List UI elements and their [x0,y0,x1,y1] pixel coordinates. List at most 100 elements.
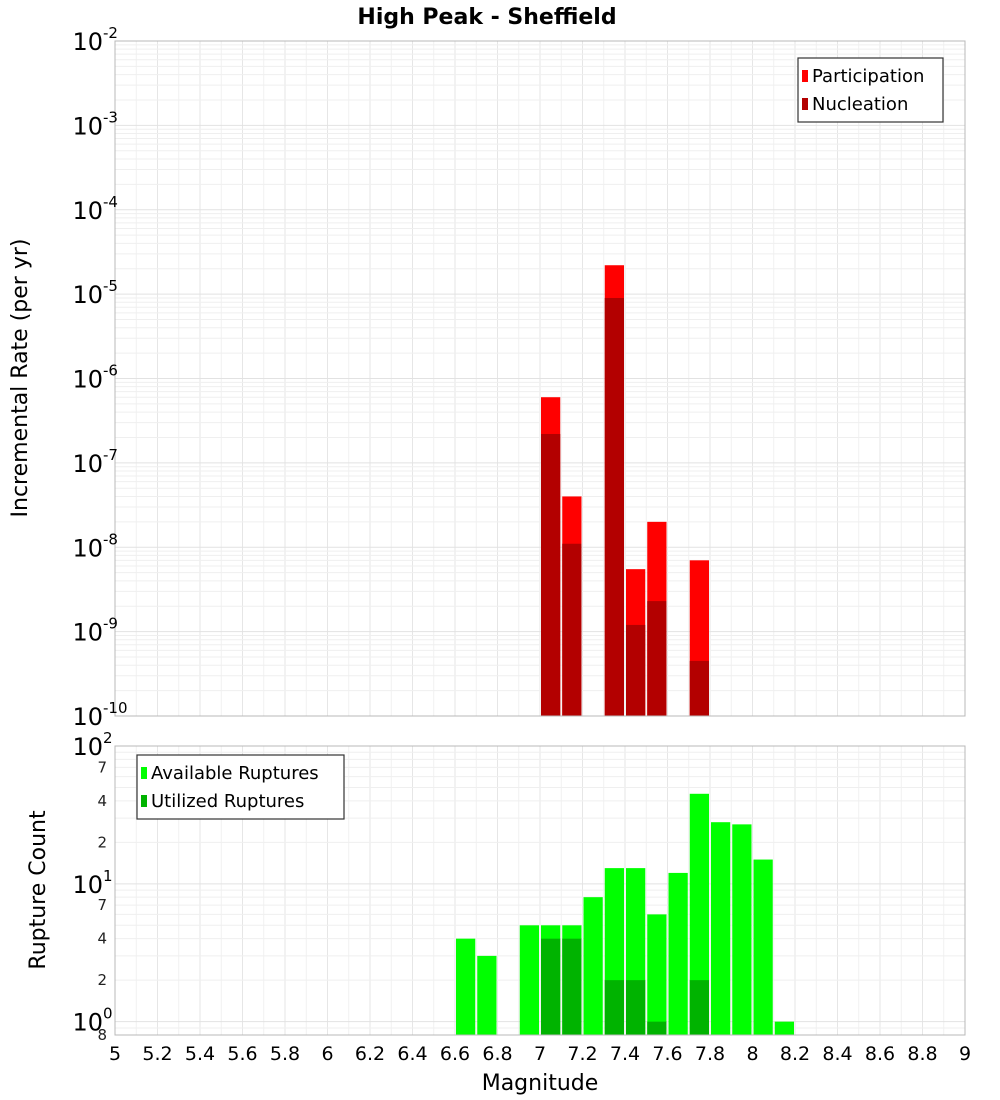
bottom-bar [519,925,539,1035]
x-tick-label: 5.6 [227,1043,257,1065]
top-y-tick-base: 10 [72,619,103,647]
top-y-tick-exponent: -7 [103,446,118,464]
bottom-legend-swatch [141,795,147,807]
top-y-tick-base: 10 [72,281,103,309]
bottom-bar [753,859,773,1035]
top-gridlines [114,40,966,717]
x-tick-label: 6.6 [440,1043,470,1065]
bottom-legend-swatch [141,767,147,779]
x-tick-label: 6.4 [397,1043,427,1065]
top-y-tick-exponent: -9 [103,615,118,633]
top-legend-swatch [802,98,808,110]
x-tick-label: 5.2 [142,1043,172,1065]
top-legend: Participation Nucleation [797,57,944,123]
bottom-y-tick-exponent: 2 [103,729,113,747]
x-tick-label: 8.2 [780,1043,810,1065]
x-tick-label: 7.8 [695,1043,725,1065]
top-y-tick-exponent: -8 [103,530,118,548]
top-bar [689,660,709,716]
bottom-y-minor-tick-label: 2 [97,971,107,989]
top-bar [562,543,582,716]
top-y-tick-exponent: -10 [103,699,128,717]
bottom-y-minor-tick-label: 2 [97,833,107,851]
bottom-bar [562,938,582,1035]
bottom-bar [456,938,476,1035]
bottom-y-axis-label: Rupture Count [26,810,51,970]
bottom-bar [689,793,709,1035]
bottom-bar [541,938,561,1035]
bottom-bar [626,980,646,1035]
x-tick-labels: 5 5.2 5.4 5.6 5.8 6 6.2 6.4 6.6 6.8 7 7.2 7.4 7.6 7.8 8… [109,1043,971,1065]
bottom-series-utilized-ruptures [541,938,709,1035]
top-bar [626,624,646,716]
x-tick-label: 6.8 [482,1043,512,1065]
top-bar [647,601,667,716]
x-tick-label: 8.8 [907,1043,937,1065]
bottom-y-minor-tick-label: 7 [97,758,107,776]
top-y-tick-exponent: -4 [103,193,118,211]
bottom-y-tick-base: 10 [72,1009,103,1037]
x-tick-label: 6.2 [355,1043,385,1065]
bottom-bar [647,914,667,1035]
x-tick-label: 8.4 [822,1043,852,1065]
x-tick-label: 7.4 [610,1043,640,1065]
top-y-tick-base: 10 [72,366,103,394]
bottom-y-minor-tick-label: 4 [97,792,107,810]
bottom-legend-box [136,754,345,820]
x-tick-label: 5.4 [185,1043,215,1065]
top-y-tick-base: 10 [72,450,103,478]
x-tick-label: 5.8 [270,1043,300,1065]
x-tick-label: 7.2 [567,1043,597,1065]
bottom-legend-label: Utilized Ruptures [151,791,304,812]
bottom-bar [647,1021,667,1035]
top-y-tick-base: 10 [72,112,103,140]
top-y-tick-base: 10 [72,197,103,225]
top-legend-box [797,57,944,123]
top-legend-label: Participation [812,66,924,87]
bottom-bar [711,822,731,1035]
bottom-bar [732,824,752,1035]
x-tick-label: 5 [109,1043,121,1065]
x-axis-label: Magnitude [482,1071,599,1096]
bottom-bar [477,955,497,1035]
bottom-y-tick-base: 10 [72,733,103,761]
top-y-tick-base: 10 [72,703,103,731]
bottom-bar [774,1021,794,1035]
bottom-legend-label: Available Ruptures [151,763,319,784]
bottom-bar [583,897,603,1035]
top-y-tick-base: 10 [72,28,103,56]
top-y-tick-exponent: -6 [103,362,118,380]
bottom-y-tick-exponent: 0 [103,1005,113,1023]
bottom-y-minor-tick-label: 8 [97,1026,107,1044]
bottom-bar [689,980,709,1035]
bottom-y-tick-base: 10 [72,871,103,899]
x-tick-label: 7.6 [652,1043,682,1065]
top-series-nucleation [541,297,709,716]
top-bar [541,433,561,716]
top-legend-label: Nucleation [812,94,908,115]
top-y-tick-base: 10 [72,534,103,562]
x-tick-label: 6 [321,1043,333,1065]
x-tick-label: 8.6 [865,1043,895,1065]
top-y-axis-label: Incremental Rate (per yr) [8,239,33,518]
bottom-bar [604,980,624,1035]
top-y-tick-exponent: -3 [103,108,118,126]
top-legend-swatch [802,70,808,82]
x-tick-label: 7 [534,1043,546,1065]
x-tick-label: 8 [746,1043,758,1065]
top-y-tick-exponent: -5 [103,277,118,295]
x-tick-label: 9 [959,1043,971,1065]
bottom-bar [668,872,688,1035]
bottom-y-minor-tick-label: 7 [97,896,107,914]
top-plot-frame [114,40,966,717]
bottom-y-tick-exponent: 1 [103,867,113,885]
bottom-plot-frame [114,745,966,1036]
top-y-tick-exponent: -2 [103,24,118,42]
bottom-y-minor-tick-label: 4 [97,930,107,948]
